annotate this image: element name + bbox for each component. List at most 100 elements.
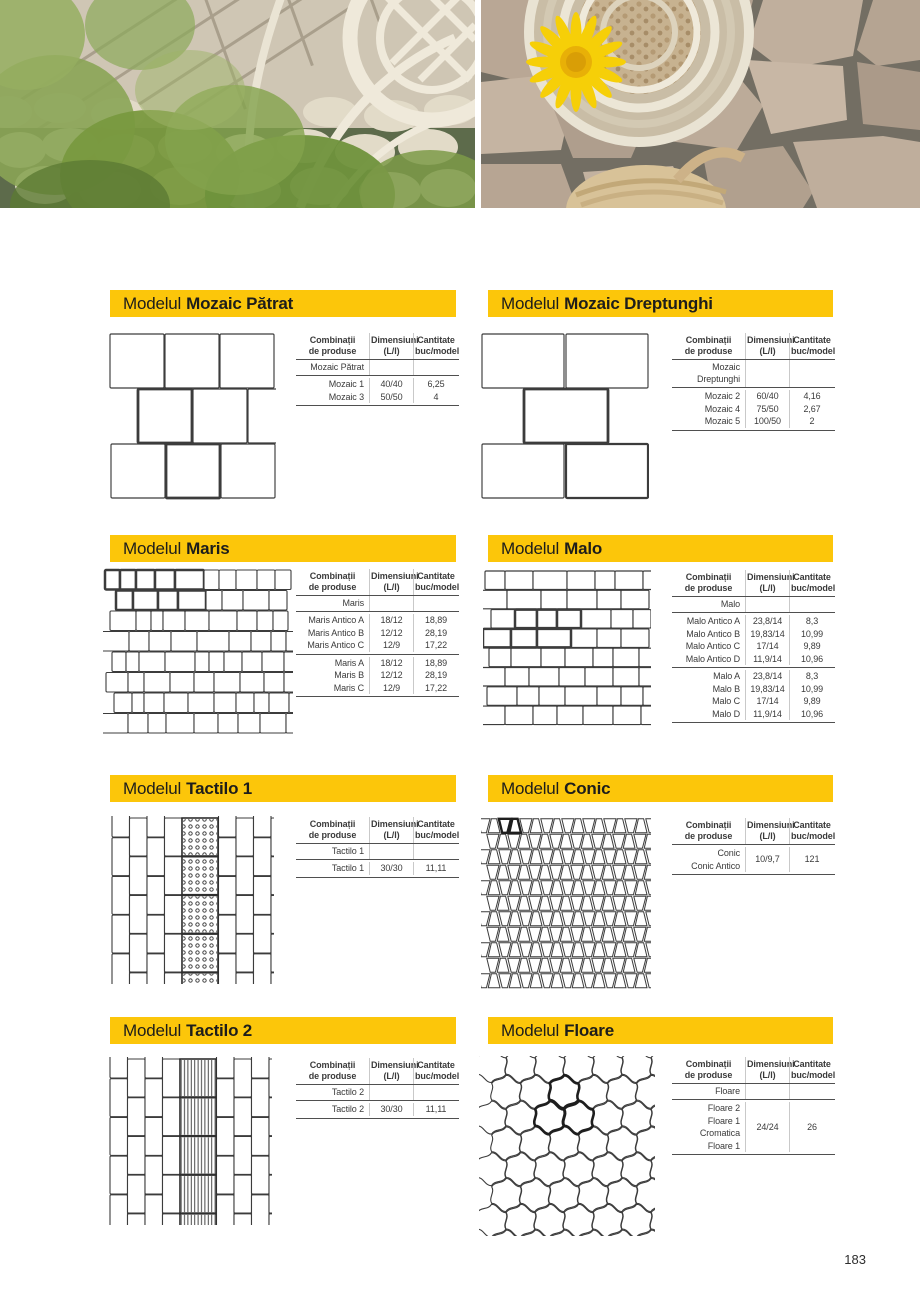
section-header-tactilo-1: Modelul Tactilo 1 (110, 775, 456, 802)
pattern-diagram-conic (481, 817, 651, 989)
section-title-name: Conic (564, 779, 611, 798)
product-name: Maris Antico A (308, 615, 364, 625)
column-header-line: Combinații (685, 820, 732, 830)
pattern-diagram-mozaic-patrat (109, 333, 276, 500)
page-number: 183 (844, 1252, 866, 1267)
product-name: Tactilo 1 (331, 863, 364, 873)
product-name: Floare 2 (707, 1103, 740, 1113)
product-name: Malo A (713, 671, 740, 681)
group-dim-empty (745, 597, 789, 612)
product-quantity: 121 (789, 847, 834, 872)
column-header-line: Cantitate (417, 571, 455, 581)
product-dimensions: 11,9/14 (745, 652, 789, 665)
table-block: Tactilo 1 30/30 11,11 (296, 860, 459, 878)
product-name: Malo B (712, 683, 741, 694)
product-dimensions: 17/14 (745, 640, 789, 653)
product-quantity: 10,99 (789, 682, 834, 695)
product-name: Mozaic 2 (704, 391, 740, 401)
group-label-line: Tactilo 1 (331, 846, 364, 856)
product-quantity: 9,89 (789, 640, 834, 653)
product-name: Floare 1 (707, 1115, 740, 1126)
column-header-line: (L/l) (759, 1069, 776, 1080)
product-quantity: 10,96 (789, 652, 834, 665)
table-block: Maris A 18/12 18,89 Maris B 12/12 28,19 Maris … (296, 655, 459, 697)
table-mozaic-patrat: Combinații de produse Dimensiuni (L/l) Canti… (296, 333, 459, 406)
column-header-line: de produse (684, 830, 733, 841)
table-tactilo-1: Combinații de produse Dimensiuni (L/l) Canti… (296, 817, 459, 878)
column-header-line: Combinații (309, 571, 356, 581)
column-header-line: de produse (308, 1070, 357, 1081)
group-label: Maris (296, 596, 369, 611)
column-header-line: buc/model (415, 1070, 460, 1081)
column-header-line: Dimensiuni (371, 335, 419, 345)
table-malo: Combinații de produse Dimensiuni (L/l) Canti… (672, 570, 835, 723)
column-header-line: Dimensiuni (747, 335, 795, 345)
table-maris: Combinații de produse Dimensiuni (L/l) Canti… (296, 569, 459, 697)
table-block: Mozaic 2 60/40 4,16 Mozaic 4 75/50 2,67 Mozaic… (672, 388, 835, 431)
table-conic: Combinații de produse Dimensiuni (L/l) Canti… (672, 818, 835, 875)
product-dimensions: 75/50 (745, 402, 789, 415)
product-name: Tactilo 2 (331, 1104, 364, 1114)
column-header-line: de produse (684, 345, 733, 356)
table-row: Tactilo 2 30/30 11,11 (296, 1103, 459, 1116)
group-dim-empty (745, 1084, 789, 1099)
product-dimensions: 19,83/14 (745, 682, 789, 695)
table-row: Malo Antico D 11,9/14 10,96 (672, 652, 835, 665)
column-header-line: Cantitate (417, 335, 455, 345)
column-header-col1: Combinații de produse (672, 818, 745, 844)
table-row: Mozaic 3 50/50 4 (296, 390, 459, 403)
table-header-row: Combinații de produse Dimensiuni (L/l) Canti… (672, 818, 835, 845)
column-header-col2: Dimensiuni (L/l) (369, 569, 419, 595)
group-label-line: Floare (715, 1086, 740, 1096)
product-name: Conic Antico (691, 860, 740, 871)
pattern-diagram-floare (479, 1056, 655, 1236)
column-header-col3: Cantitate buc/model (413, 817, 459, 843)
column-header-line: (L/l) (383, 1070, 400, 1081)
column-header-col2: Dimensiuni (L/l) (745, 1057, 795, 1083)
product-dimensions: 12/9 (369, 681, 413, 694)
column-header-col1: Combinații de produse (296, 333, 369, 359)
product-name: Mozaic 4 (704, 403, 740, 414)
product-name: Mozaic 1 (328, 379, 364, 389)
table-block: Malo A 23,8/14 8,3 Malo B 19,83/14 10,99 Malo … (672, 668, 835, 723)
product-dimensions: 100/50 (745, 415, 789, 428)
product-dimensions: 11,9/14 (745, 707, 789, 720)
product-dimensions: 17/14 (745, 695, 789, 708)
table-block: Floare 2 Floare 1 Cromatica Floare 1 24/24 26 (672, 1100, 835, 1155)
group-dim-empty (369, 596, 413, 611)
product-dimensions: 24/24 (745, 1102, 789, 1152)
column-header-line: buc/model (791, 830, 836, 841)
product-name: Malo Antico A (686, 616, 740, 626)
section-title-prefix: Modelul (123, 1021, 182, 1040)
table-mozaic-dreptunghi: Combinații de produse Dimensiuni (L/l) Canti… (672, 333, 835, 431)
table-block: Mozaic 1 40/40 6,25 Mozaic 3 50/50 4 (296, 376, 459, 406)
table-row: Malo C 17/14 9,89 (672, 695, 835, 708)
section-title-prefix: Modelul (123, 779, 182, 798)
column-header-line: de produse (308, 829, 357, 840)
section-title-name: Tactilo 2 (186, 1021, 253, 1040)
section-title-name: Maris (186, 539, 230, 558)
product-name: Cromatica (699, 1128, 740, 1138)
table-header-row: Combinații de produse Dimensiuni (L/l) Canti… (672, 570, 835, 597)
column-header-line: (L/l) (759, 345, 776, 356)
table-row: Malo D 11,9/14 10,96 (672, 707, 835, 720)
group-qty-empty (789, 1084, 834, 1099)
product-quantity: 11,11 (413, 1103, 458, 1116)
column-header-line: Dimensiuni (747, 1059, 795, 1069)
pattern-diagram-malo (483, 570, 651, 726)
column-header-line: Dimensiuni (371, 1060, 419, 1070)
product-quantity: 4 (413, 390, 458, 403)
group-qty-empty (789, 360, 834, 387)
section-header-conic: Modelul Conic (488, 775, 833, 802)
column-header-line: (L/l) (759, 830, 776, 841)
section-title-prefix: Modelul (501, 539, 560, 558)
product-name: Malo D (712, 708, 740, 719)
product-name: Mozaic 3 (328, 391, 364, 402)
product-name: Malo C (712, 696, 740, 706)
table-group-row: Mozaic Dreptunghi (672, 360, 835, 388)
column-header-line: buc/model (415, 581, 460, 592)
product-dimensions: 10/9,7 (745, 847, 789, 872)
group-label: Floare (672, 1084, 745, 1099)
section-header-maris: Modelul Maris (110, 535, 456, 562)
column-header-line: (L/l) (759, 582, 776, 593)
